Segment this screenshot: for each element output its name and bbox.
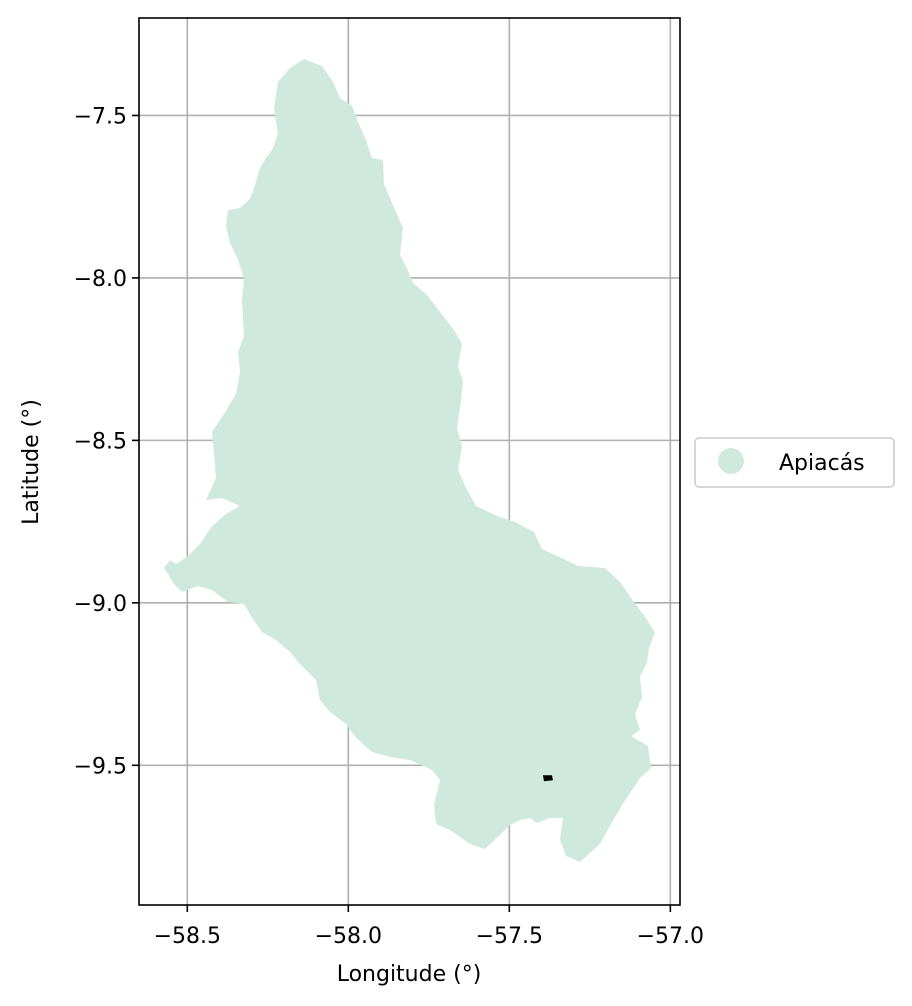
- apiacas-basin-polygon: [164, 59, 655, 862]
- legend-marker: [718, 448, 744, 474]
- x-tick-label: −58.0: [315, 924, 382, 949]
- y-tick-label: −8.0: [74, 267, 127, 292]
- y-tick-label: −8.5: [74, 429, 127, 454]
- outlet-point-marker: [542, 775, 553, 782]
- y-tick-label: −9.0: [74, 592, 127, 617]
- x-axis-label: Longitude (°): [337, 962, 482, 987]
- x-tick-label: −58.5: [154, 924, 221, 949]
- plot-frame: [138, 17, 681, 906]
- x-tick-label: −57.0: [637, 924, 704, 949]
- y-tick-label: −9.5: [74, 754, 127, 779]
- y-axis-label: Latitude (°): [19, 399, 44, 525]
- x-tick-label: −57.5: [476, 924, 543, 949]
- y-tick-label: −7.5: [74, 104, 127, 129]
- legend: Apiacás: [694, 437, 895, 488]
- legend-label: Apiacás: [779, 451, 865, 476]
- y-axis-ticks: −7.5 −8.0 −8.5 −9.0 −9.5: [74, 104, 139, 779]
- x-axis-ticks: −58.5 −58.0 −57.5 −57.0: [154, 905, 704, 949]
- legend-box: [694, 437, 895, 488]
